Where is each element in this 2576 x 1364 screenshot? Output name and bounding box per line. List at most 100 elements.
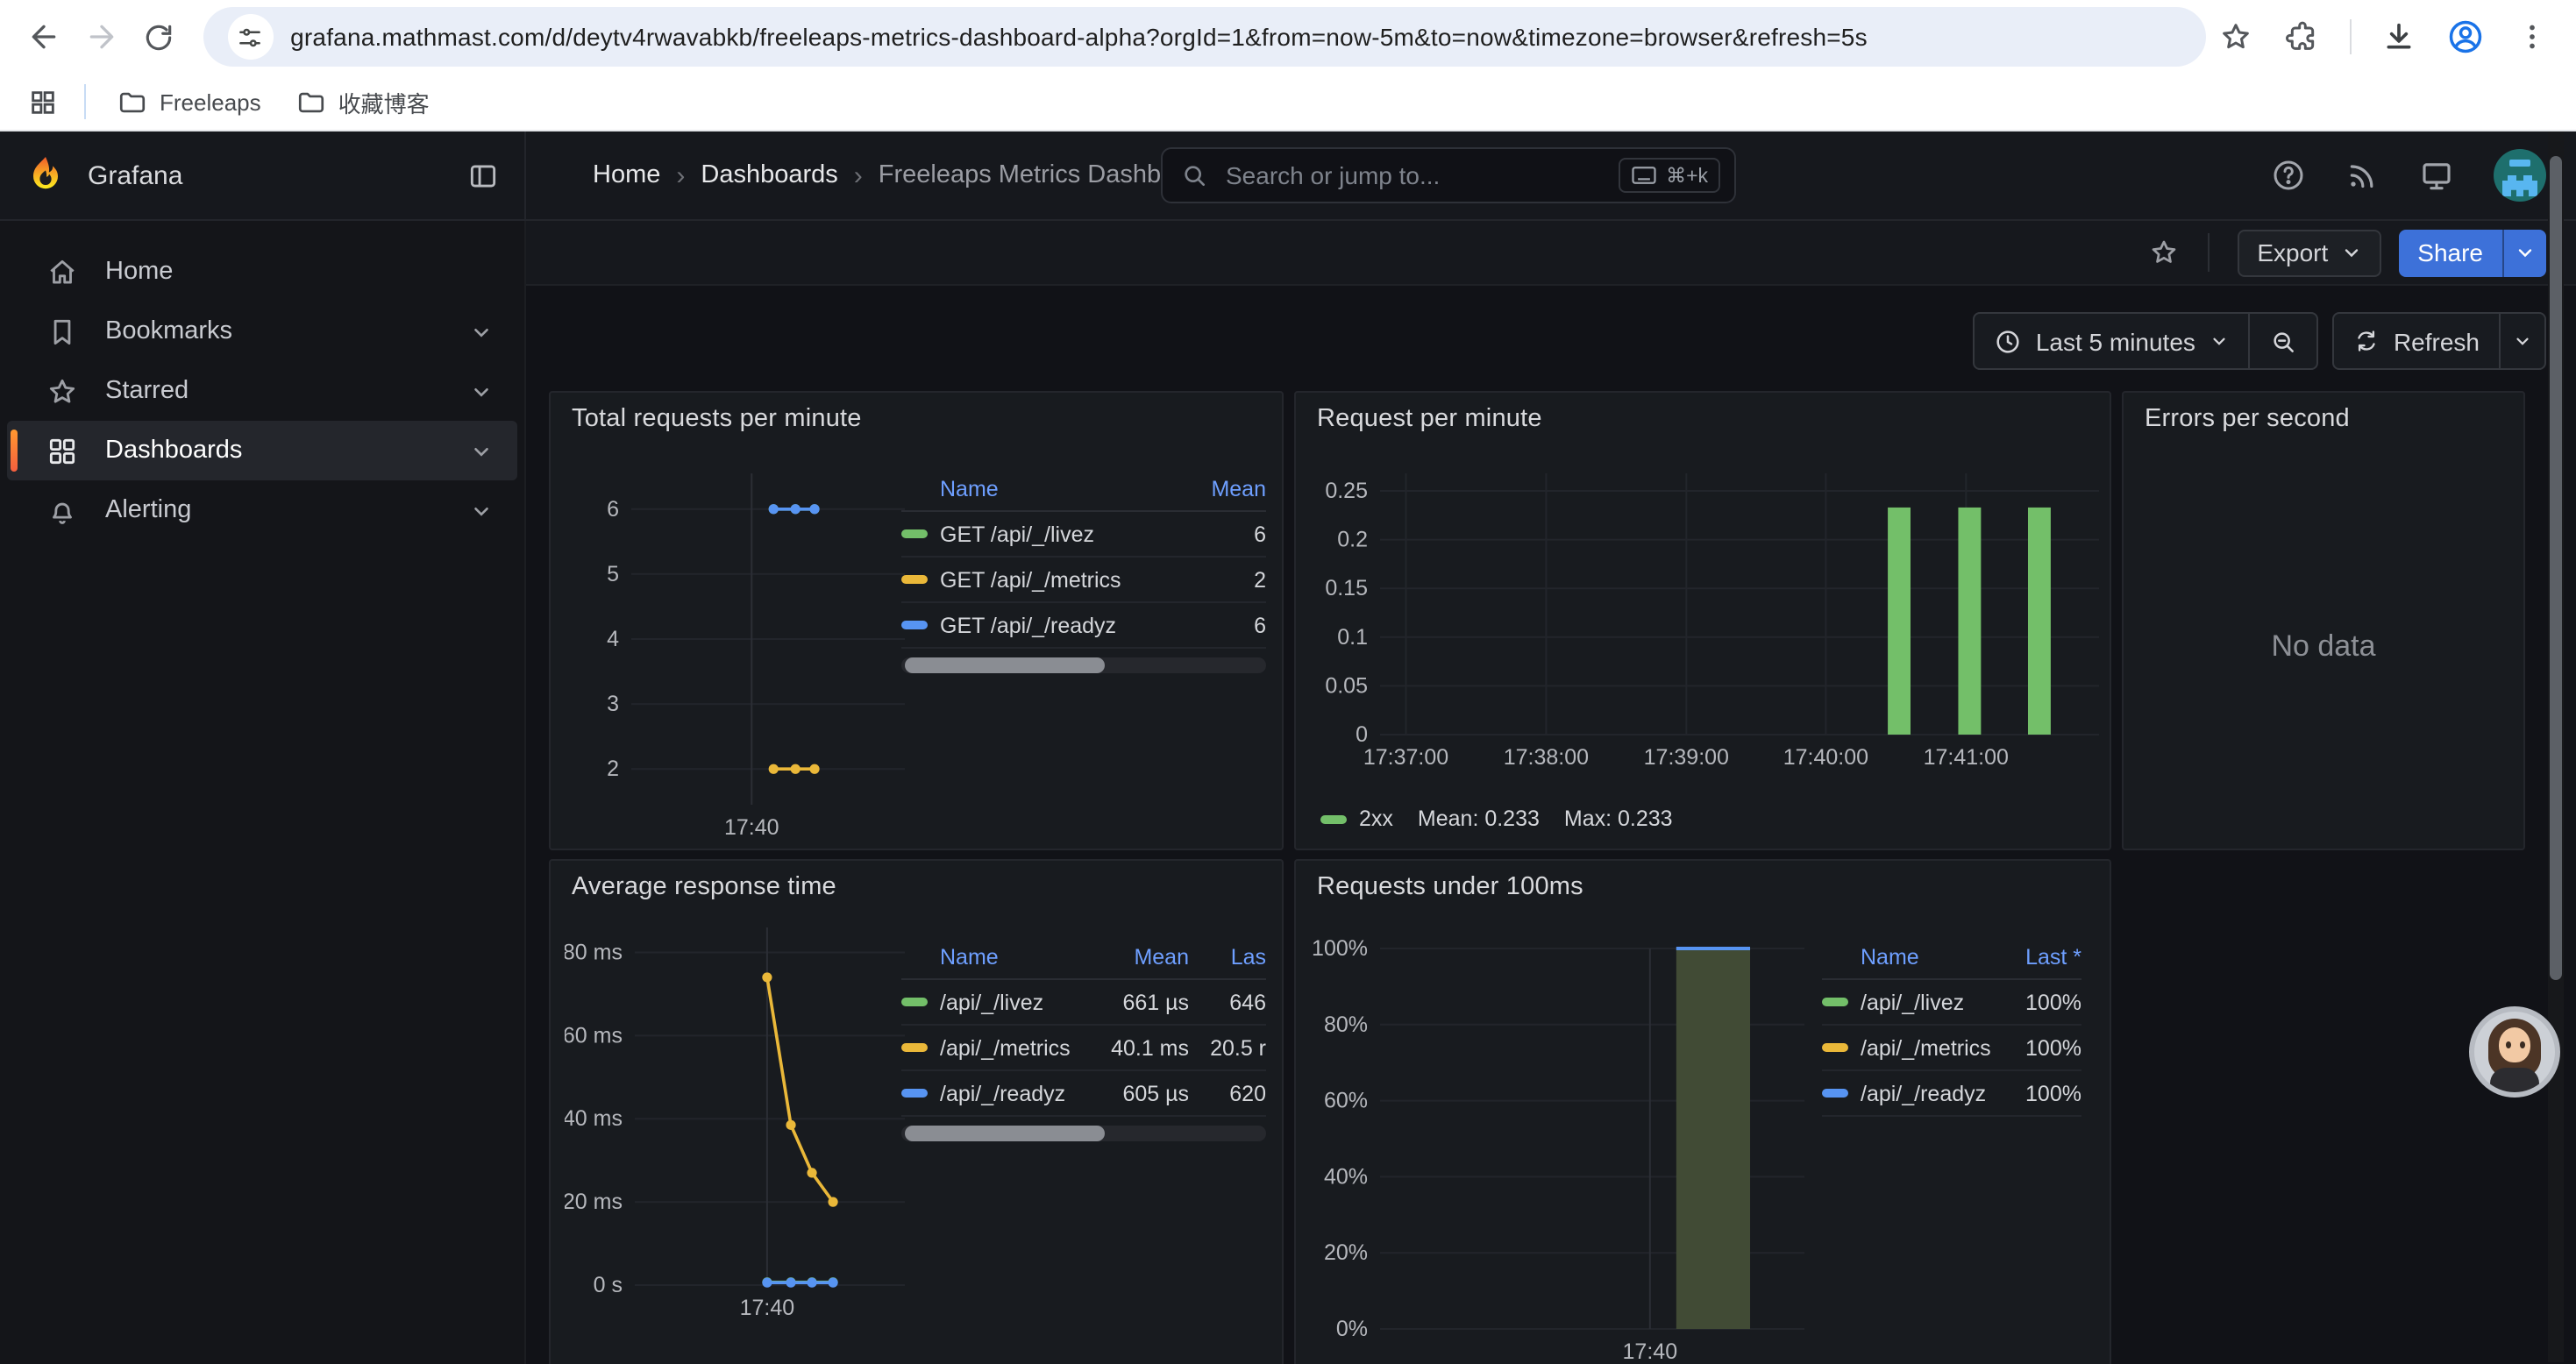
legend-header[interactable]: Name [901,476,1185,501]
legend-series-name[interactable]: /api/_/livez [901,990,1084,1014]
sidebar-item-bookmarks[interactable]: Bookmarks [7,302,517,361]
toolbar-divider [2350,19,2352,54]
legend-series-name[interactable]: GET /api/_/readyz [901,613,1185,637]
time-range-picker[interactable]: Last 5 minutes [1975,314,2248,368]
legend-row[interactable]: /api/_/readyz100% [1822,1071,2081,1117]
legend-value: 605 µs [1094,1081,1189,1105]
sidebar-item-home[interactable]: Home [7,242,517,302]
url-text: grafana.mathmast.com/d/deytv4rwavabkb/fr… [290,23,1868,51]
legend-scrollbar[interactable] [901,1126,1266,1141]
search-shortcut: ⌘+k [1619,158,1720,193]
bookmark-folder-freeleaps[interactable]: Freeleaps [103,81,275,123]
breadcrumb-home[interactable]: Home [593,161,660,189]
breadcrumb-dashboards[interactable]: Dashboards [701,161,837,189]
legend-row[interactable]: /api/_/readyz605 µs620 [901,1071,1266,1117]
grafana-logo[interactable] [25,154,67,196]
chevron-down-icon[interactable] [470,439,493,462]
legend-series-name[interactable]: /api/_/readyz [901,1081,1084,1105]
svg-text:60%: 60% [1324,1089,1368,1113]
legend-row[interactable]: /api/_/livez661 µs646 [901,980,1266,1026]
panel-title[interactable]: Requests under 100ms [1317,873,1583,901]
panel-title[interactable]: Errors per second [2145,405,2350,433]
legend-row[interactable]: /api/_/metrics100% [1822,1026,2081,1071]
legend-series-name[interactable]: 2xx [1359,806,1393,831]
legend-series-name[interactable]: /api/_/livez [1822,990,1994,1014]
chevron-down-icon [2340,242,2361,263]
browser-menu-icon[interactable] [2502,7,2562,67]
profile-icon[interactable] [2436,7,2495,67]
legend-scrollbar[interactable] [901,657,1266,673]
news-rss-icon[interactable] [2345,158,2380,193]
assistant-avatar[interactable] [2469,1006,2560,1098]
folder-icon [117,87,147,117]
grafana-header: Grafana Home › Dashboards › Freeleaps Me… [0,131,2576,221]
sidebar-item-label: Dashboards [105,437,444,465]
svg-text:80 ms: 80 ms [565,940,623,964]
svg-text:0.1: 0.1 [1337,625,1368,650]
legend-row[interactable]: GET /api/_/readyz6 [901,603,1266,649]
extensions-icon[interactable] [2273,7,2332,67]
chevron-down-icon [2210,331,2229,351]
sidebar-item-alerting[interactable]: Alerting [7,480,517,540]
legend-table: NameMeanGET /api/_/livez6GET /api/_/metr… [901,466,1266,673]
sidebar-toggle-icon[interactable] [466,159,500,192]
user-avatar[interactable] [2494,149,2546,202]
legend-series-name[interactable]: GET /api/_/metrics [901,567,1185,592]
bookmark-star-icon[interactable] [2206,7,2266,67]
legend-header[interactable]: Name [1822,944,1994,969]
legend-header[interactable]: Las [1199,944,1266,969]
legend-series-name[interactable]: /api/_/metrics [1822,1035,1994,1060]
refresh-interval-button[interactable] [2501,314,2544,368]
legend-series-name[interactable]: /api/_/readyz [1822,1081,1994,1105]
zoom-out-button[interactable] [2250,314,2316,368]
legend-series-name[interactable]: /api/_/metrics [901,1035,1084,1060]
address-bar[interactable]: grafana.mathmast.com/d/deytv4rwavabkb/fr… [203,7,2206,67]
help-icon[interactable] [2271,158,2306,193]
apps-grid-icon[interactable] [18,77,67,126]
forward-icon[interactable] [72,7,130,67]
back-icon[interactable] [14,7,72,67]
svg-text:5: 5 [607,562,619,586]
bookmark-folder-blogs[interactable]: 收藏博客 [282,81,444,123]
svg-text:17:40:00: 17:40:00 [1783,745,1868,770]
monitor-icon[interactable] [2418,157,2455,194]
legend-header[interactable]: Mean [1094,944,1189,969]
share-menu-button[interactable] [2502,229,2546,276]
download-icon[interactable] [2369,7,2429,67]
sidebar-item-dashboards[interactable]: Dashboards [7,421,517,480]
svg-text:3: 3 [607,692,619,716]
share-button[interactable]: Share [2398,229,2502,276]
sidebar-item-starred[interactable]: Starred [7,361,517,421]
svg-text:40%: 40% [1324,1164,1368,1189]
chevron-down-icon[interactable] [470,380,493,402]
chevron-down-icon[interactable] [470,320,493,343]
sidebar-item-label: Bookmarks [105,317,444,345]
refresh-button[interactable]: Refresh [2334,314,2499,368]
screen: grafana.mathmast.com/d/deytv4rwavabkb/fr… [0,0,2576,1362]
legend-row[interactable]: GET /api/_/metrics 2 [901,558,1266,603]
panel-title[interactable]: Request per minute [1317,405,1542,433]
export-button[interactable]: Export [2238,229,2380,276]
legend-header[interactable]: Mean [1196,476,1266,501]
svg-text:17:38:00: 17:38:00 [1504,745,1589,770]
panel-title[interactable]: Total requests per minute [572,405,862,433]
site-settings-icon[interactable] [227,14,273,60]
legend-series-name[interactable]: GET /api/_/livez [901,522,1185,546]
legend-header[interactable]: Name [901,944,1084,969]
svg-text:20%: 20% [1324,1240,1368,1265]
legend-value: 2 [1196,567,1266,592]
legend-row[interactable]: /api/_/livez100% [1822,980,2081,1026]
legend-row[interactable]: /api/_/metrics40.1 ms20.5 r [901,1026,1266,1071]
breadcrumb-separator: › [676,160,685,190]
chevron-down-icon[interactable] [470,499,493,522]
search-input[interactable]: ⌘+k [1161,147,1736,203]
page-scrollbar[interactable] [2548,131,2564,1362]
panel-title[interactable]: Average response time [572,873,836,901]
legend-header[interactable]: Last * [2004,944,2081,969]
legend-table: Name Mean Las/api/_/livez661 µs646/api/_/m… [901,934,1266,1141]
scrollbar-thumb[interactable] [2550,156,2562,980]
legend-row[interactable]: GET /api/_/livez6 [901,512,1266,558]
reload-icon[interactable] [131,7,189,67]
search-placeholder[interactable] [1222,160,1605,191]
favorite-star-icon[interactable] [2148,237,2180,268]
